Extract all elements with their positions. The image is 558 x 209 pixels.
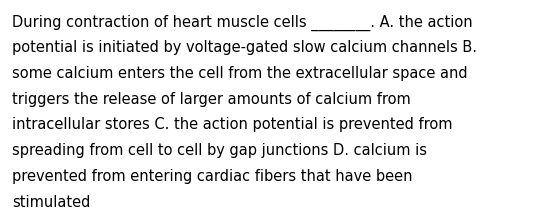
Text: prevented from entering cardiac fibers that have been: prevented from entering cardiac fibers t… [12, 169, 413, 184]
Text: intracellular stores C. the action potential is prevented from: intracellular stores C. the action poten… [12, 117, 453, 133]
Text: triggers the release of larger amounts of calcium from: triggers the release of larger amounts o… [12, 92, 411, 107]
Text: potential is initiated by voltage-gated slow calcium channels B.: potential is initiated by voltage-gated … [12, 40, 477, 55]
Text: During contraction of heart muscle cells ________. A. the action: During contraction of heart muscle cells… [12, 15, 473, 31]
Text: stimulated: stimulated [12, 195, 90, 209]
Text: some calcium enters the cell from the extracellular space and: some calcium enters the cell from the ex… [12, 66, 468, 81]
Text: spreading from cell to cell by gap junctions D. calcium is: spreading from cell to cell by gap junct… [12, 143, 427, 158]
